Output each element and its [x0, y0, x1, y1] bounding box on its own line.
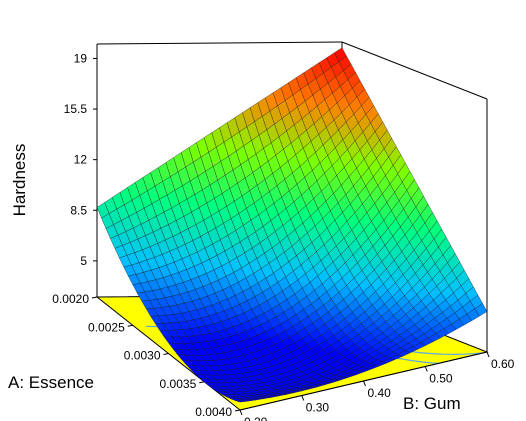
z-tick-label: 12 — [74, 153, 88, 167]
x-tick-label: 0.0025 — [88, 320, 125, 334]
tick-labels: 5 8.5 12 15.5 19 0.0020 0.0025 0.0030 0.0035 0.00… — [52, 51, 514, 421]
x-tick-mark — [163, 353, 169, 355]
y-tick-mark — [239, 409, 243, 416]
x-tick-label: 0.0020 — [52, 292, 89, 306]
x-tick-label: 0.0030 — [124, 349, 161, 363]
z-tick-label: 5 — [80, 254, 87, 268]
z-axis-title: Hardness — [10, 144, 29, 217]
z-tick-label: 15.5 — [64, 102, 88, 116]
y-tick-mark — [424, 366, 428, 372]
z-tick-label: 8.5 — [70, 203, 87, 217]
x-tick-mark — [91, 296, 98, 299]
right-top-edge — [341, 41, 488, 100]
y-tick-label: 0.60 — [491, 357, 515, 371]
x-tick-mark — [199, 381, 205, 384]
y-tick-mark — [301, 395, 305, 401]
y-tick-label: 0.50 — [429, 372, 453, 386]
response-surface — [96, 47, 488, 403]
x-axis-title: A: Essence — [8, 373, 94, 392]
y-tick-label: 0.30 — [306, 401, 330, 415]
x-tick-mark — [127, 324, 133, 327]
x-tick-mark — [234, 409, 241, 412]
x-tick-label: 0.0035 — [160, 377, 197, 391]
y-tick-label: 0.20 — [244, 415, 268, 421]
y-axis-title: B: Gum — [403, 394, 461, 413]
back-top-edge — [96, 41, 343, 45]
x-tick-label: 0.0040 — [195, 405, 232, 419]
y-tick-mark — [363, 380, 366, 387]
z-tick-label: 19 — [74, 51, 88, 65]
y-tick-mark — [486, 351, 490, 358]
y-tick-label: 0.40 — [368, 386, 392, 400]
